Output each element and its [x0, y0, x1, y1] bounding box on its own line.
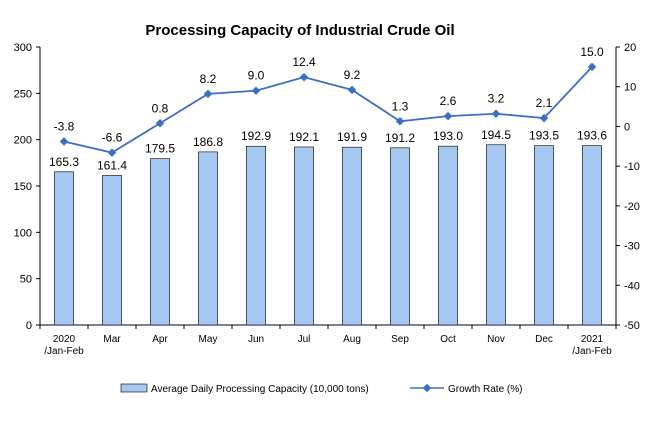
y-left-tick-label: 200	[14, 135, 32, 147]
y-right-tick-label: 0	[624, 121, 630, 133]
bar	[102, 175, 122, 326]
growth-point	[347, 85, 357, 95]
bar-value-label: 192.9	[241, 129, 271, 143]
bar	[438, 145, 458, 326]
y-right-tick-label: 20	[624, 42, 636, 54]
y-left-tick-label: 300	[14, 42, 32, 54]
growth-value-label: 15.0	[580, 45, 604, 59]
x-tick-label: /Jan-Feb	[572, 346, 612, 357]
bar-value-label: 192.1	[289, 130, 319, 144]
bar-value-label: 161.4	[97, 158, 127, 172]
chart-title: Processing Capacity of Industrial Crude …	[145, 22, 454, 39]
growth-value-label: 12.4	[292, 55, 316, 69]
bar-value-label: 179.5	[145, 142, 175, 156]
bar	[342, 146, 362, 326]
y-right-tick-label: -10	[624, 161, 640, 173]
bar	[486, 144, 506, 326]
legend-line-marker	[422, 383, 432, 393]
growth-point	[299, 72, 309, 82]
x-tick-label: Dec	[535, 334, 553, 345]
bar-value-label: 186.8	[193, 135, 223, 149]
bar-value-label: 193.5	[529, 129, 559, 143]
bar	[150, 158, 170, 326]
growth-point	[107, 148, 117, 157]
bar	[582, 145, 602, 326]
growth-point	[203, 89, 213, 99]
bar-value-label: 193.6	[577, 129, 607, 143]
legend-line-label: Growth Rate (%)	[448, 384, 522, 395]
y-left-tick-label: 100	[14, 227, 32, 239]
x-tick-label: May	[199, 334, 218, 345]
x-tick-label: 2021	[581, 334, 604, 345]
legend: Average Daily Processing Capacity (10,00…	[120, 383, 522, 395]
x-tick-label: 2020	[53, 334, 76, 345]
bar-value-label: 193.0	[433, 129, 463, 143]
x-tick-label: Apr	[152, 334, 168, 345]
bar-value-label: 191.2	[385, 131, 415, 145]
plot-area: 0 50 100 150 200 250 300 -50 -40 -30 -20 -10 0 10 20 16…	[14, 42, 640, 357]
bar	[390, 147, 410, 326]
x-tick-label: Jun	[248, 334, 264, 345]
growth-value-label: 2.1	[536, 96, 553, 110]
growth-point	[155, 119, 165, 128]
y-left-tick-label: 50	[20, 274, 32, 286]
y-left-tick-label: 250	[14, 88, 32, 100]
legend-bar-label: Average Daily Processing Capacity (10,00…	[151, 384, 369, 395]
growth-value-label: 2.6	[440, 94, 457, 108]
bar-value-label: 191.9	[337, 130, 367, 144]
growth-value-label: 9.0	[248, 69, 265, 83]
y-right-tick-label: -30	[624, 241, 640, 253]
x-tick-label: Nov	[487, 334, 505, 345]
growth-point	[491, 109, 501, 118]
x-tick-label: Sep	[391, 334, 409, 345]
x-tick-label: Oct	[440, 334, 456, 345]
bar	[294, 146, 314, 326]
y-left-tick-label: 0	[26, 320, 32, 332]
bar-value-label: 165.3	[49, 155, 79, 169]
growth-value-label: 8.2	[200, 72, 217, 86]
growth-point	[443, 111, 453, 121]
growth-point	[59, 137, 69, 146]
y-right-tick-label: -50	[624, 320, 640, 332]
bar	[198, 151, 218, 326]
x-tick-label: Jul	[298, 334, 311, 345]
x-tick-label: Mar	[103, 334, 121, 345]
bar	[534, 145, 554, 326]
growth-value-label: 9.2	[344, 68, 361, 82]
growth-value-label: 0.8	[152, 101, 169, 115]
growth-line	[63, 66, 593, 154]
x-tick-label: Aug	[343, 334, 361, 345]
bar	[54, 171, 74, 326]
y-right-tick-label: -20	[624, 201, 640, 213]
growth-point	[395, 117, 405, 126]
growth-value-label: -6.6	[102, 131, 123, 145]
legend-bar-swatch	[120, 383, 148, 393]
y-right-tick-label: 10	[624, 82, 636, 94]
x-tick-label: /Jan-Feb	[44, 346, 84, 357]
y-left-tick-label: 150	[14, 181, 32, 193]
bar	[246, 145, 266, 326]
bar-value-label: 194.5	[481, 128, 511, 142]
y-right-tick-label: -40	[624, 280, 640, 292]
growth-value-label: 3.2	[488, 92, 505, 106]
growth-value-label: -3.8	[54, 120, 75, 134]
growth-point	[251, 86, 261, 95]
growth-value-label: 1.3	[392, 99, 409, 113]
